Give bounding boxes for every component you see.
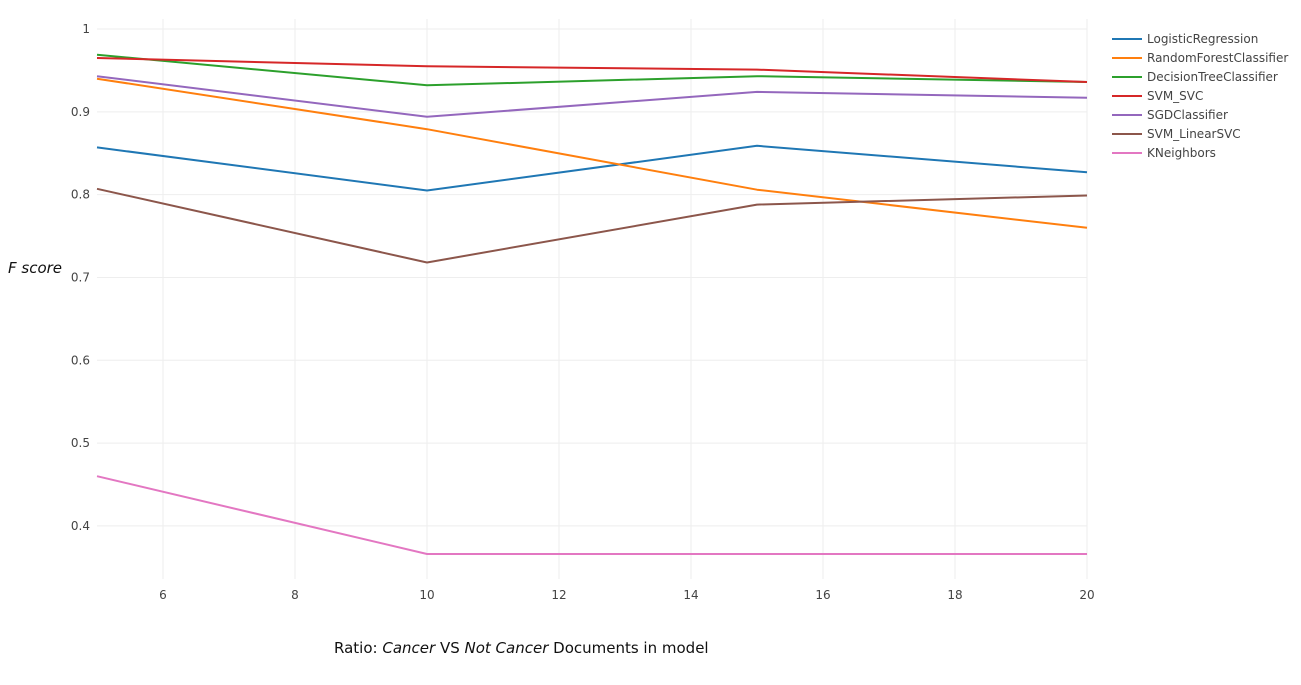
y-tick-label: 0.6 xyxy=(71,353,90,367)
x-tick-label: 14 xyxy=(683,588,698,602)
y-tick-label: 0.5 xyxy=(71,436,90,450)
y-axis-ticks: 0.4 0.5 0.6 0.7 0.8 0.9 1 xyxy=(71,22,90,533)
y-tick-label: 1 xyxy=(82,22,90,36)
x-axis-title-part: Ratio: xyxy=(334,639,383,657)
x-tick-label: 20 xyxy=(1079,588,1094,602)
x-tick-label: 12 xyxy=(551,588,566,602)
legend-label: DecisionTreeClassifier xyxy=(1147,70,1278,84)
x-axis-title-part: VS xyxy=(435,639,465,657)
legend-item-SVM_LinearSVC[interactable]: SVM_LinearSVC xyxy=(1112,127,1241,141)
series-line-SVM_SVC xyxy=(96,57,1088,83)
x-tick-label: 6 xyxy=(159,588,167,602)
series-line-SVM_LinearSVC xyxy=(96,187,1088,264)
x-axis-title-part: Documents in model xyxy=(548,639,709,657)
legend-item-SVM_SVC[interactable]: SVM_SVC xyxy=(1112,89,1203,103)
legend-item-LogisticRegression[interactable]: LogisticRegression xyxy=(1112,32,1258,46)
x-axis-title-part: Not Cancer xyxy=(464,639,549,657)
legend-item-KNeighbors[interactable]: KNeighbors xyxy=(1112,146,1216,160)
legend-item-RandomForestClassifier[interactable]: RandomForestClassifier xyxy=(1112,51,1288,65)
x-tick-label: 16 xyxy=(815,588,830,602)
x-axis-title: Ratio: Cancer VS Not Cancer Documents in… xyxy=(334,639,709,657)
x-tick-label: 18 xyxy=(947,588,962,602)
x-axis-ticks: 6 8 10 12 14 16 18 20 xyxy=(159,588,1094,602)
y-tick-label: 0.4 xyxy=(71,519,90,533)
series-line-RandomForestClassifier xyxy=(96,77,1088,229)
legend-label: LogisticRegression xyxy=(1147,32,1258,46)
legend-label: SVM_SVC xyxy=(1147,89,1203,103)
y-tick-label: 0.9 xyxy=(71,105,90,119)
legend[interactable]: LogisticRegression RandomForestClassifier… xyxy=(1112,32,1288,160)
legend-label: SVM_LinearSVC xyxy=(1147,127,1241,141)
legend-label: RandomForestClassifier xyxy=(1147,51,1288,65)
y-axis-title: F score xyxy=(8,259,63,277)
series-line-KNeighbors xyxy=(96,475,1087,555)
series-line-DecisionTreeClassifier xyxy=(96,53,1088,87)
series-lines xyxy=(96,53,1088,555)
x-tick-label: 8 xyxy=(291,588,299,602)
gridlines xyxy=(97,19,1088,579)
legend-label: KNeighbors xyxy=(1147,146,1216,160)
series-line-LogisticRegression xyxy=(96,144,1088,192)
legend-item-DecisionTreeClassifier[interactable]: DecisionTreeClassifier xyxy=(1112,70,1278,84)
x-axis-title-part: Cancer xyxy=(382,639,436,657)
y-tick-label: 0.8 xyxy=(71,188,90,202)
legend-label: SGDClassifier xyxy=(1147,108,1228,122)
legend-item-SGDClassifier[interactable]: SGDClassifier xyxy=(1112,108,1228,122)
series-line-SGDClassifier xyxy=(96,75,1088,118)
x-tick-label: 10 xyxy=(419,588,434,602)
y-tick-label: 0.7 xyxy=(71,270,90,284)
